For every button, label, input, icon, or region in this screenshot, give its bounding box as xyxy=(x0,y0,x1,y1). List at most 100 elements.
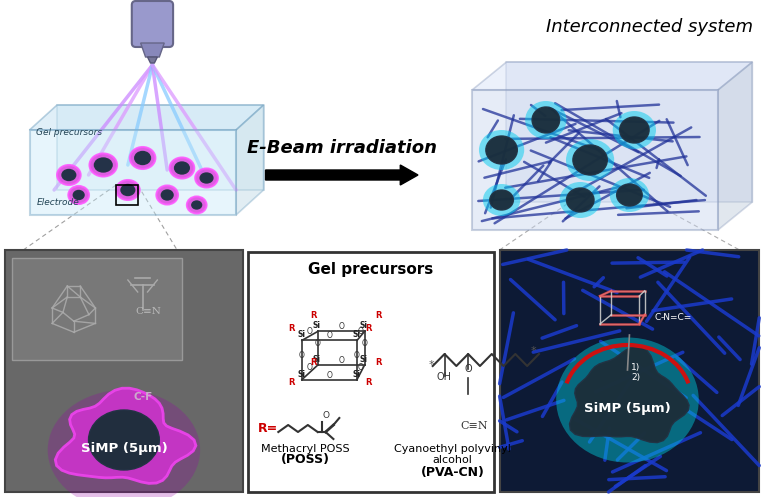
Ellipse shape xyxy=(566,188,594,212)
Text: Si: Si xyxy=(313,355,321,364)
Text: E-Beam irradiation: E-Beam irradiation xyxy=(247,139,437,157)
Text: *: * xyxy=(429,360,434,370)
Ellipse shape xyxy=(195,168,218,187)
Bar xyxy=(12,258,182,360)
FancyArrow shape xyxy=(266,165,418,185)
Ellipse shape xyxy=(186,196,207,214)
Polygon shape xyxy=(141,43,164,57)
Text: Interconnected system: Interconnected system xyxy=(545,18,753,36)
Ellipse shape xyxy=(95,158,112,172)
Text: C-F: C-F xyxy=(134,392,153,402)
Ellipse shape xyxy=(130,147,155,169)
Text: Si: Si xyxy=(297,331,305,339)
Ellipse shape xyxy=(156,185,178,204)
Ellipse shape xyxy=(617,184,643,206)
Ellipse shape xyxy=(89,154,117,176)
Text: O: O xyxy=(358,327,364,336)
Ellipse shape xyxy=(479,130,524,170)
Polygon shape xyxy=(472,90,718,230)
Ellipse shape xyxy=(566,139,614,181)
Ellipse shape xyxy=(573,145,608,175)
Ellipse shape xyxy=(116,180,140,200)
Text: R=: R= xyxy=(258,422,278,435)
Ellipse shape xyxy=(68,186,89,204)
Text: Si: Si xyxy=(297,370,305,379)
Ellipse shape xyxy=(57,165,81,185)
Text: R: R xyxy=(375,311,382,320)
Ellipse shape xyxy=(175,162,190,174)
Ellipse shape xyxy=(613,111,656,149)
Text: (POSS): (POSS) xyxy=(280,453,329,466)
Text: 1): 1) xyxy=(632,363,641,372)
Polygon shape xyxy=(236,105,263,215)
Polygon shape xyxy=(55,388,196,484)
Text: Gel precursors: Gel precursors xyxy=(37,128,103,137)
Ellipse shape xyxy=(192,201,201,209)
Text: O: O xyxy=(315,339,321,348)
Text: C: C xyxy=(654,313,660,322)
Text: O: O xyxy=(361,339,368,348)
Text: Si: Si xyxy=(352,370,360,379)
Text: Si: Si xyxy=(360,322,368,331)
Text: 2): 2) xyxy=(632,373,640,382)
Ellipse shape xyxy=(532,107,559,133)
Text: Electrode: Electrode xyxy=(37,198,79,207)
Text: R: R xyxy=(288,378,294,388)
Ellipse shape xyxy=(162,190,173,200)
Text: SiMP (5μm): SiMP (5μm) xyxy=(584,402,671,414)
Polygon shape xyxy=(718,62,752,230)
Ellipse shape xyxy=(134,152,151,165)
Text: Gel precursors: Gel precursors xyxy=(308,262,434,277)
Text: O: O xyxy=(358,363,364,372)
Text: O: O xyxy=(326,331,333,340)
Text: -N=C=: -N=C= xyxy=(661,313,692,322)
Text: O: O xyxy=(299,351,305,360)
Bar xyxy=(248,252,493,492)
Ellipse shape xyxy=(556,337,699,463)
Polygon shape xyxy=(507,62,752,202)
Polygon shape xyxy=(57,105,263,190)
Ellipse shape xyxy=(525,101,566,139)
Text: C≡N: C≡N xyxy=(136,307,162,316)
Text: O: O xyxy=(464,364,472,374)
Text: C≡N: C≡N xyxy=(460,421,488,431)
Ellipse shape xyxy=(62,169,75,180)
Text: O: O xyxy=(322,411,329,420)
Polygon shape xyxy=(30,130,236,215)
Polygon shape xyxy=(148,57,158,63)
Text: Si: Si xyxy=(313,322,321,331)
Ellipse shape xyxy=(610,178,649,212)
FancyBboxPatch shape xyxy=(132,1,173,47)
Ellipse shape xyxy=(121,184,134,195)
Ellipse shape xyxy=(486,136,517,164)
Ellipse shape xyxy=(169,158,194,178)
Ellipse shape xyxy=(73,190,84,199)
Text: alcohol: alcohol xyxy=(433,455,472,465)
Text: O: O xyxy=(326,371,333,380)
Text: O: O xyxy=(338,323,344,331)
Text: Si: Si xyxy=(360,355,368,364)
Bar xyxy=(5,250,243,492)
Text: OH: OH xyxy=(437,372,451,382)
Polygon shape xyxy=(472,62,752,90)
Text: R: R xyxy=(310,358,317,367)
Text: Cyanoethyl polyvinyl: Cyanoethyl polyvinyl xyxy=(394,444,510,454)
Text: O: O xyxy=(307,327,313,336)
Bar xyxy=(116,185,138,205)
Text: Si: Si xyxy=(352,331,360,339)
Ellipse shape xyxy=(200,173,213,183)
Ellipse shape xyxy=(483,184,521,216)
Ellipse shape xyxy=(89,410,159,470)
Text: R: R xyxy=(365,378,371,388)
Ellipse shape xyxy=(47,390,200,497)
Text: SiMP (5μm): SiMP (5μm) xyxy=(81,441,167,454)
Text: R: R xyxy=(310,311,317,320)
Text: Methacryl POSS: Methacryl POSS xyxy=(260,444,349,454)
Text: O: O xyxy=(354,351,360,360)
Bar xyxy=(500,250,759,492)
Ellipse shape xyxy=(619,117,649,143)
Text: O: O xyxy=(338,356,344,365)
Polygon shape xyxy=(30,105,263,130)
Ellipse shape xyxy=(559,182,601,218)
Text: R: R xyxy=(288,324,294,332)
